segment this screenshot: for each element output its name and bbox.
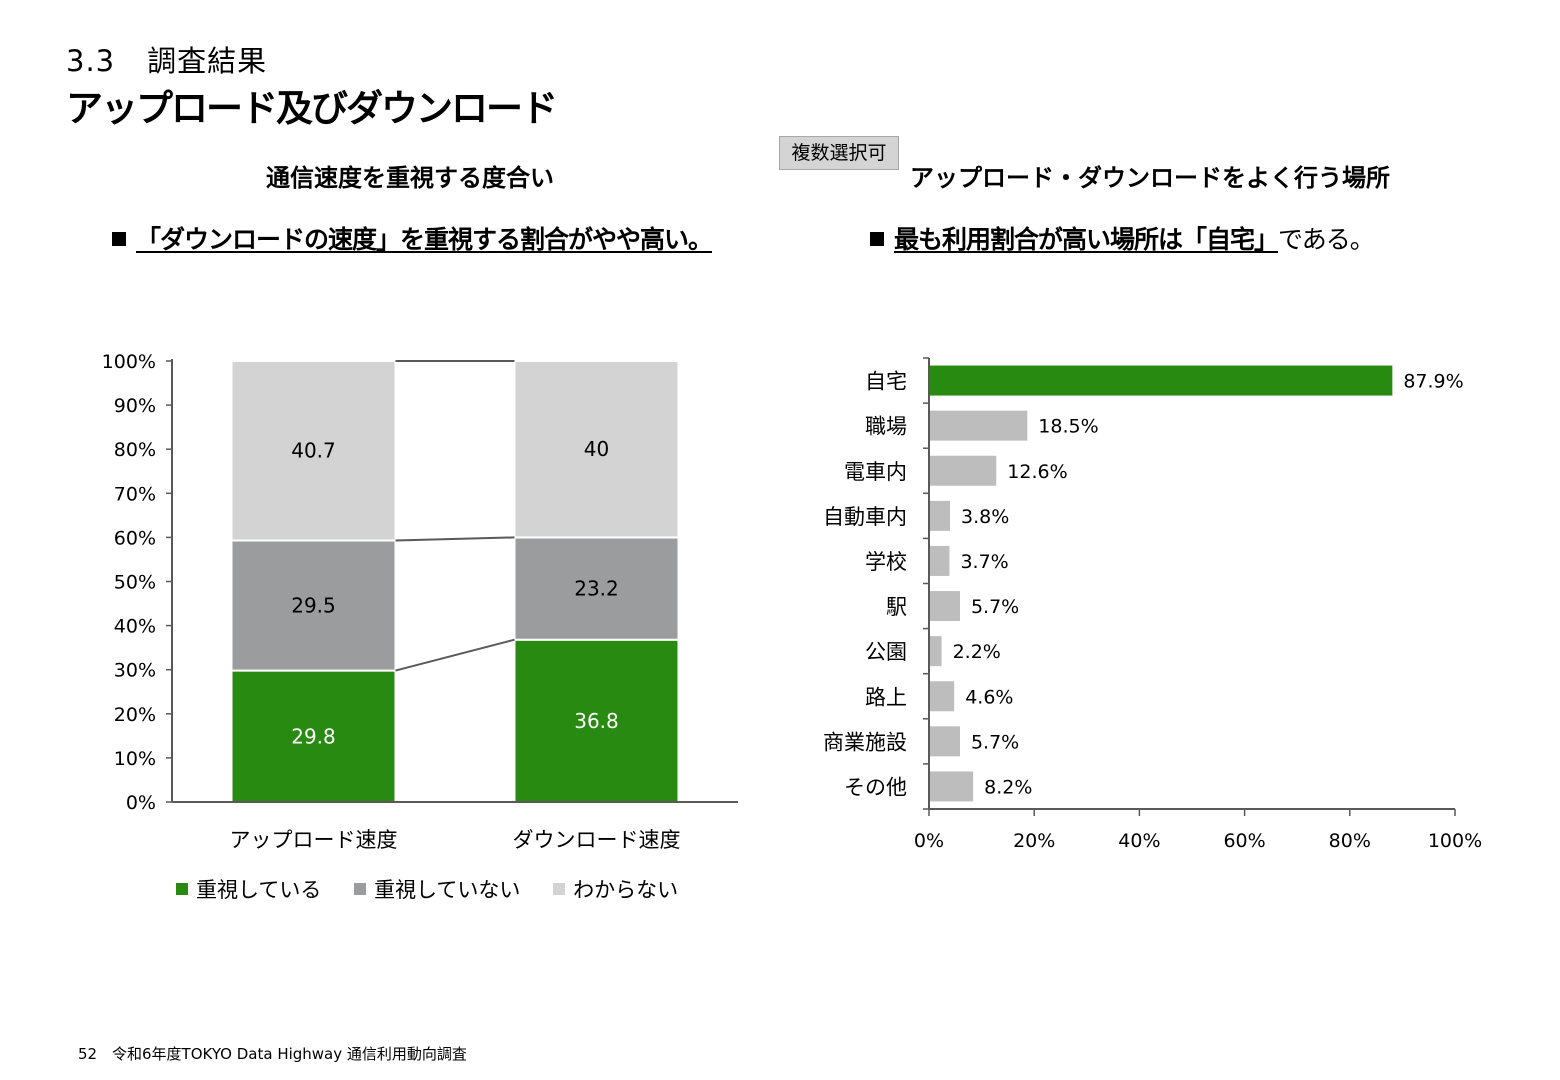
data-label: 3.7%: [960, 551, 1008, 573]
legend-label: わからない: [573, 878, 679, 902]
data-label: 5.7%: [971, 596, 1019, 618]
location-bar-chart: 87.9% 自宅 18.5% 職場 12.6% 電車内 3.8% 自動車内 3.7% 学校 5.7%…: [823, 357, 1482, 852]
bar-segment: [230, 360, 397, 542]
page-title: アップロード及びダウンロード: [66, 87, 558, 130]
bar-segment: [513, 536, 680, 641]
series-connector-line: [395, 638, 515, 672]
legend-label: 重視している: [196, 878, 322, 902]
location-bar: [930, 410, 1028, 441]
x-tick-label: 100%: [1428, 830, 1482, 852]
bar-segment: [513, 638, 680, 803]
y-category-label: 駅: [886, 595, 907, 619]
left-key-message-text: 「ダウンロードの速度」を重視する割合がやや高い。: [136, 225, 713, 254]
x-tick-label: 60%: [1223, 830, 1265, 852]
y-tick-label: 80%: [114, 439, 156, 461]
multiple-choice-badge: 複数選択可: [779, 136, 899, 170]
data-label: 23.2: [574, 577, 619, 601]
bullet-square-icon: [870, 232, 884, 246]
y-category-label: 自宅: [865, 370, 907, 394]
y-tick-label: 0%: [126, 792, 156, 814]
chart-legend: 重視している 重視していない わからない: [176, 874, 704, 904]
bar-segment: [513, 360, 680, 539]
legend-swatch: [354, 883, 367, 895]
location-bar: [930, 681, 955, 712]
stacked-bar-chart: 0% 10% 20% 30% 40% 50% 60% 70% 80% 90% 100% 29.8 29.…: [102, 351, 738, 852]
y-tick-label: 40%: [114, 616, 156, 638]
x-tick-label: 80%: [1329, 830, 1371, 852]
data-label: 29.8: [291, 724, 336, 748]
y-tick-label: 90%: [114, 395, 156, 417]
y-category-label: 職場: [865, 415, 907, 439]
data-label: 5.7%: [971, 731, 1019, 753]
x-tick-label: 20%: [1013, 830, 1055, 852]
data-label: 12.6%: [1007, 461, 1067, 483]
legend-swatch: [553, 883, 566, 895]
page-number: 52: [78, 1045, 98, 1063]
y-tick-label: 50%: [114, 572, 156, 594]
y-tick-label: 30%: [114, 660, 156, 682]
footer: 52 令和6年度TOKYO Data Highway 通信利用動向調査: [78, 1043, 467, 1064]
location-bar: [930, 726, 960, 757]
data-label: 2.2%: [953, 641, 1001, 663]
right-chart-title: アップロード・ダウンロードをよく行う場所: [910, 164, 1390, 192]
y-category-label: 路上: [865, 685, 907, 709]
data-label: 29.5: [291, 594, 336, 618]
y-category-label: 学校: [865, 550, 907, 574]
data-label: 18.5%: [1038, 416, 1098, 438]
legend-item-important: 重視している: [176, 874, 321, 904]
y-tick-label: 60%: [114, 527, 156, 549]
y-category-label: 公園: [865, 640, 907, 664]
y-category-label: 電車内: [844, 460, 907, 484]
location-bar: [930, 545, 950, 576]
footer-text: 令和6年度TOKYO Data Highway 通信利用動向調査: [112, 1045, 467, 1063]
location-bar: [930, 771, 974, 802]
y-tick-label: 10%: [114, 748, 156, 770]
location-bar: [930, 500, 950, 531]
section-number: 3.3: [66, 44, 116, 78]
left-key-message: 「ダウンロードの速度」を重視する割合がやや高い。: [112, 220, 713, 256]
data-label: 40.7: [291, 439, 336, 463]
data-label: 40: [584, 437, 609, 461]
data-label: 3.8%: [961, 506, 1009, 528]
data-label: 4.6%: [965, 686, 1013, 708]
left-chart-title: 通信速度を重視する度合い: [266, 164, 554, 192]
legend-item-not-important: 重視していない: [354, 874, 520, 904]
data-label: 87.9%: [1403, 371, 1463, 393]
x-category-label: アップロード速度: [230, 828, 398, 852]
location-bar: [930, 636, 942, 667]
legend-item-unknown: わからない: [553, 874, 678, 904]
right-key-message-text: 最も利用割合が高い場所は「自宅」: [894, 225, 1279, 254]
location-bar: [930, 365, 1393, 396]
section-heading: 3.3 調査結果: [66, 38, 267, 80]
bar-segment: [230, 669, 397, 803]
x-tick-label: 40%: [1118, 830, 1160, 852]
x-category-label: ダウンロード速度: [513, 828, 681, 852]
y-category-label: その他: [844, 775, 907, 799]
bullet-square-icon: [112, 232, 126, 246]
y-tick-label: 100%: [102, 351, 156, 373]
location-bar: [930, 591, 960, 622]
y-tick-label: 20%: [114, 704, 156, 726]
legend-swatch: [176, 883, 188, 895]
bar-segment: [230, 539, 397, 672]
location-bar: [930, 455, 997, 486]
right-key-message: 最も利用割合が高い場所は「自宅」である。: [870, 220, 1375, 256]
right-key-message-suffix: である。: [1278, 225, 1375, 254]
y-category-label: 商業施設: [823, 730, 907, 754]
legend-label: 重視していない: [374, 878, 521, 902]
y-category-label: 自動車内: [823, 505, 907, 529]
data-label: 36.8: [574, 709, 619, 733]
x-tick-label: 0%: [914, 830, 944, 852]
section-title: 調査結果: [147, 44, 268, 78]
data-label: 8.2%: [984, 776, 1032, 798]
y-tick-label: 70%: [114, 483, 156, 505]
series-connector-line: [395, 536, 515, 542]
